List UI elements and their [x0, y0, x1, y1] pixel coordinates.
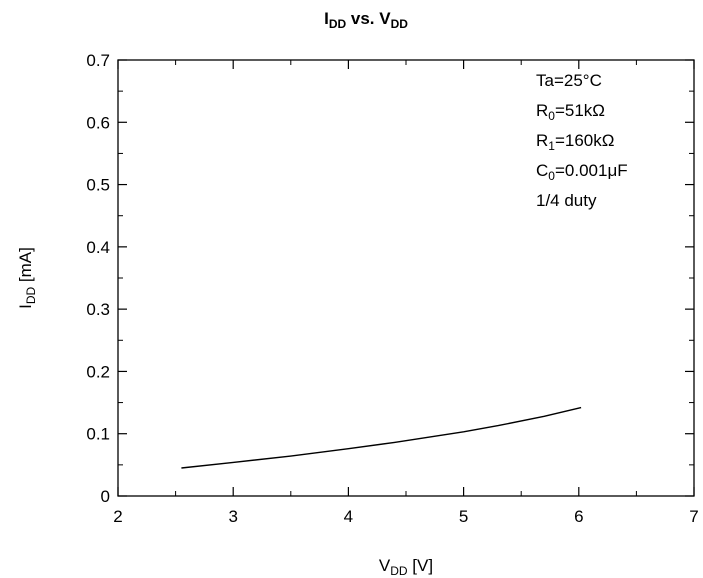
x-tick-label: 3 [228, 507, 237, 526]
chart-title-rest: vs. V [346, 9, 391, 28]
chart-title: IDD vs. VDD [324, 9, 408, 31]
annotation-c0-main: C [536, 161, 548, 180]
ticks [117, 59, 695, 497]
annotation-r1: R1=160kΩ [536, 131, 614, 153]
y-tick-label: 0.4 [86, 238, 110, 257]
annotation-r0: R0=51kΩ [536, 101, 605, 123]
annotations: Ta=25°C R0=51kΩ R1=160kΩ C0=0.001μF 1/4 … [536, 71, 628, 210]
x-tick-label: 2 [113, 507, 122, 526]
annotation-c0-sub: 0 [548, 169, 555, 183]
y-tick-label: 0.7 [86, 51, 110, 70]
x-tick-label: 4 [344, 507, 353, 526]
annotation-duty-text: 1/4 duty [536, 191, 597, 210]
y-tick-label: 0.5 [86, 176, 110, 195]
y-axis-label-rest: [mA] [16, 247, 35, 287]
annotation-r0-rest: =51kΩ [555, 101, 605, 120]
x-axis-label-sub: DD [390, 564, 408, 578]
y-tick-label: 0.6 [86, 113, 110, 132]
tick-labels: 2 3 4 5 6 7 0 0.1 0.2 0.3 0.4 0.5 0.6 0.7 [86, 51, 698, 526]
chart-title-sub: DD [329, 17, 347, 31]
annotation-r0-main: R [536, 101, 548, 120]
x-axis-label-rest: [V] [408, 556, 434, 575]
y-axis-label-main: I [16, 304, 35, 309]
annotation-temp: Ta=25°C [536, 71, 602, 90]
annotation-r0-sub: 0 [548, 109, 555, 123]
y-tick-label: 0.2 [86, 362, 110, 381]
x-tick-label: 6 [574, 507, 583, 526]
chart-title-sub2: DD [391, 17, 409, 31]
annotation-duty: 1/4 duty [536, 191, 597, 210]
series-layer [181, 406, 582, 469]
annotation-r1-main: R [536, 131, 548, 150]
x-axis-label-main: V [379, 556, 391, 575]
plot-frame [117, 59, 695, 497]
annotation-c0-rest: =0.001μF [555, 161, 628, 180]
y-tick-label: 0.3 [86, 300, 110, 319]
annotation-r1-sub: 1 [548, 139, 555, 153]
y-axis-label-sub: DD [24, 286, 38, 304]
annotation-temp-text: Ta=25°C [536, 71, 602, 90]
y-tick-label: 0.1 [86, 425, 110, 444]
annotation-r1-rest: =160kΩ [555, 131, 615, 150]
chart-title-main: I [324, 9, 329, 28]
x-tick-label: 7 [689, 507, 698, 526]
y-axis-label: IDD [mA] [16, 247, 38, 309]
x-tick-label: 5 [459, 507, 468, 526]
x-axis-label: VDD [V] [379, 556, 433, 578]
series-line-0 [181, 406, 582, 469]
annotation-c0: C0=0.001μF [536, 161, 628, 183]
y-tick-label: 0 [101, 487, 110, 506]
